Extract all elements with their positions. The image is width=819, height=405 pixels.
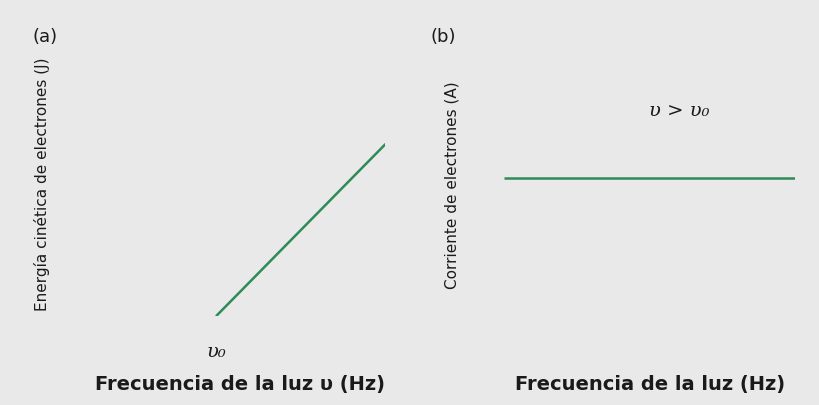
Text: υ > υ₀: υ > υ₀ xyxy=(648,102,708,119)
Text: Frecuencia de la luz υ (Hz): Frecuencia de la luz υ (Hz) xyxy=(95,374,384,393)
Text: (a): (a) xyxy=(33,28,58,46)
Text: Corriente de electrones (A): Corriente de electrones (A) xyxy=(444,81,459,288)
Text: (b): (b) xyxy=(430,28,455,46)
Text: Frecuencia de la luz (Hz): Frecuencia de la luz (Hz) xyxy=(514,374,784,393)
Text: υ₀: υ₀ xyxy=(206,342,226,360)
Text: Energía cinética de electrones (J): Energía cinética de electrones (J) xyxy=(34,58,50,311)
